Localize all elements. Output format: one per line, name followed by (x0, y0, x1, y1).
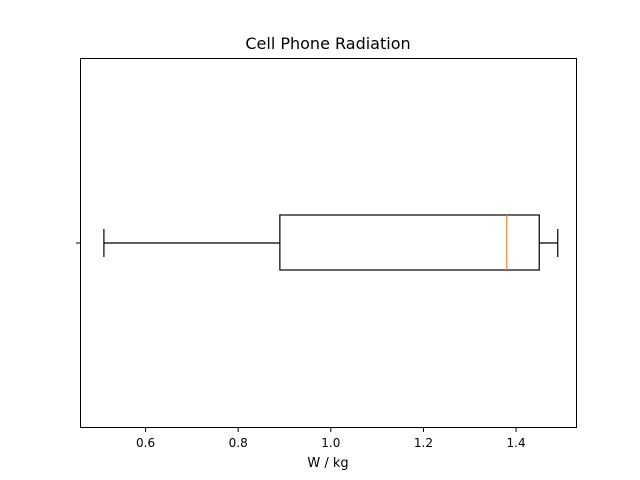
box-series (103, 214, 559, 271)
x-tick-label: 0.8 (229, 436, 248, 450)
interquartile-box (279, 214, 540, 271)
chart-title: Cell Phone Radiation (245, 34, 410, 53)
x-axis-ticks: 0.6 0.8 1.0 1.2 1.4 (136, 427, 526, 450)
x-tick-label: 1.4 (507, 436, 526, 450)
x-tick-label: 1.2 (414, 436, 433, 450)
x-axis-label: W / kg (307, 456, 348, 471)
x-tick-label: 0.6 (136, 436, 155, 450)
x-tick-label: 1.0 (321, 436, 340, 450)
